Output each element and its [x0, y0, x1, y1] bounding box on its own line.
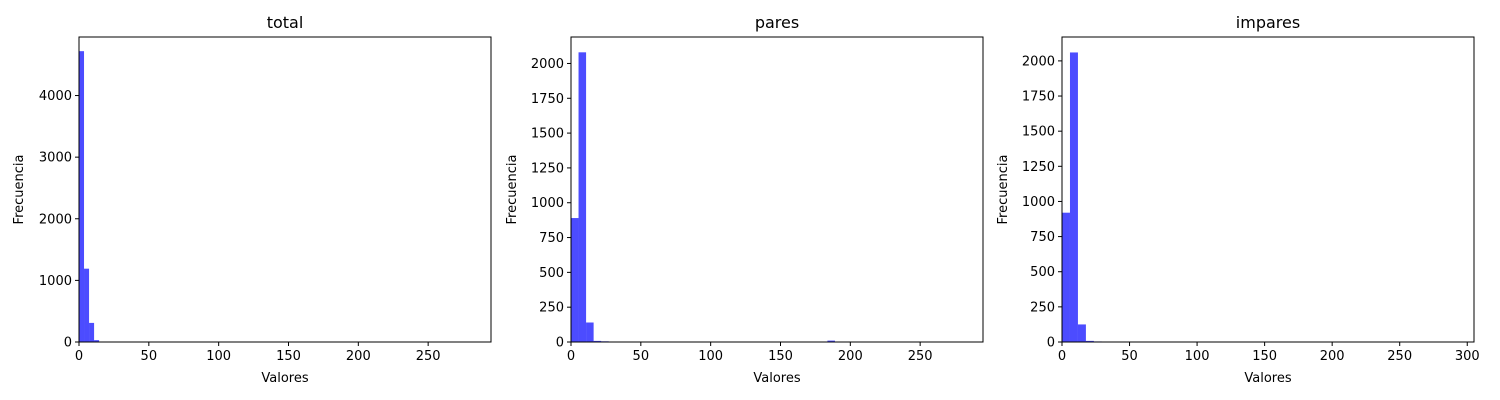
y-axis-label: Frecuencia	[12, 155, 27, 225]
x-tick-label: 0	[1058, 349, 1066, 364]
chart-title: pares	[755, 13, 799, 32]
x-tick-label: 250	[1387, 349, 1412, 364]
y-tick-label: 750	[1030, 230, 1055, 245]
chart-title: total	[267, 13, 304, 32]
histogram-bar	[571, 218, 579, 342]
histogram-bar	[1077, 324, 1086, 342]
x-tick-label: 250	[908, 349, 933, 364]
histogram-bar	[1085, 340, 1094, 342]
histogram-bar	[1062, 212, 1070, 342]
y-tick-label: 1000	[39, 274, 72, 289]
y-tick-label: 1500	[1022, 125, 1055, 140]
x-tick-label: 100	[698, 349, 723, 364]
axes-frame	[570, 36, 984, 343]
panel-total: 0 50 100 150 200 250 0 1000 2000 3000 4000 total Val…	[12, 13, 492, 386]
axes-frame	[1061, 36, 1475, 343]
x-tick-label: 200	[1320, 349, 1345, 364]
y-tick-label: 500	[1030, 265, 1055, 280]
y-tick-label: 1250	[531, 161, 564, 176]
histogram-bar	[586, 322, 594, 342]
x-tick-label: 250	[416, 349, 441, 364]
y-tick-label: 1500	[531, 127, 564, 142]
x-tick-label: 0	[567, 349, 575, 364]
histogram-bar	[84, 268, 90, 342]
x-tick-label: 100	[206, 349, 231, 364]
y-tick-label: 2000	[1022, 54, 1055, 69]
x-tick-label: 50	[633, 349, 650, 364]
y-tick-label: 2000	[39, 212, 72, 227]
y-tick-label: 4000	[39, 89, 72, 104]
histogram-bar	[593, 340, 602, 342]
y-tick-label: 0	[64, 336, 72, 351]
axes-frame	[78, 36, 492, 343]
y-tick-label: 1000	[531, 196, 564, 211]
x-tick-label: 0	[75, 349, 83, 364]
x-axis-label: Valores	[261, 371, 308, 386]
x-axis-label: Valores	[1244, 371, 1291, 386]
x-axis-label: Valores	[753, 371, 800, 386]
x-tick-label: 50	[141, 349, 158, 364]
y-tick-label: 250	[1030, 300, 1055, 315]
x-tick-label: 200	[346, 349, 371, 364]
y-tick-label: 1750	[531, 92, 564, 107]
x-tick-label: 200	[838, 349, 863, 364]
x-tick-label: 150	[768, 349, 793, 364]
y-tick-label: 1000	[1022, 195, 1055, 210]
x-tick-label: 150	[276, 349, 301, 364]
y-tick-label: 500	[539, 266, 564, 281]
panel-pares: 0 50 100 150 200 250 0 250 500 750 1000 1250 1500 175…	[505, 13, 984, 386]
y-tick-label: 2000	[531, 57, 564, 72]
panel-impares: 0 50 100 150 200 250 300 0 250 500 750 1000 1250 1500…	[996, 13, 1480, 386]
x-tick-label: 300	[1455, 349, 1480, 364]
chart-title: impares	[1236, 13, 1300, 32]
x-tick-label: 150	[1252, 349, 1277, 364]
y-tick-label: 0	[1047, 336, 1055, 351]
y-tick-label: 0	[556, 336, 564, 351]
y-axis-label: Frecuencia	[996, 155, 1011, 225]
y-tick-label: 1750	[1022, 90, 1055, 105]
y-tick-label: 250	[539, 301, 564, 316]
y-axis-label: Frecuencia	[505, 155, 520, 225]
histogram-bar	[827, 340, 835, 342]
x-tick-label: 50	[1121, 349, 1138, 364]
y-tick-label: 750	[539, 231, 564, 246]
y-tick-label: 1250	[1022, 160, 1055, 175]
histogram-bar	[94, 340, 100, 342]
histogram-bar	[89, 322, 95, 342]
histogram-bar	[79, 51, 85, 343]
histogram-bar	[578, 52, 587, 342]
histogram-bar	[1069, 52, 1078, 343]
y-tick-label: 3000	[39, 151, 72, 166]
x-tick-label: 100	[1185, 349, 1210, 364]
